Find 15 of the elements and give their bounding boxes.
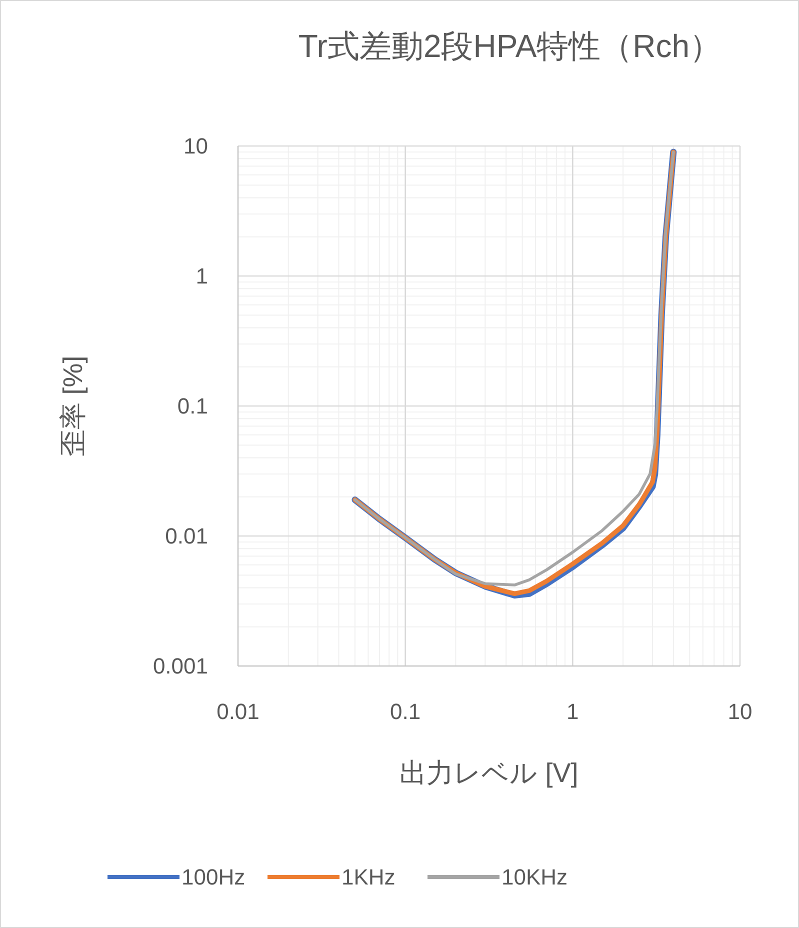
- y-tick-label: 0.01: [165, 524, 208, 549]
- x-tick-label: 10: [728, 699, 752, 724]
- y-tick-label: 0.001: [152, 654, 208, 679]
- x-tick-label: 0.01: [216, 699, 260, 724]
- y-axis-title: 歪率 [%]: [58, 356, 88, 456]
- y-tick-label: 10: [184, 134, 208, 159]
- legend-label: 1KHz: [342, 864, 396, 890]
- y-tick-label: 0.1: [177, 394, 208, 419]
- y-tick-label: 1: [196, 264, 208, 289]
- x-tick-label: 1: [566, 699, 579, 724]
- x-axis-title: 出力レベル [V]: [400, 758, 578, 788]
- legend-label: 10KHz: [502, 864, 568, 890]
- legend-label: 100Hz: [182, 864, 246, 890]
- chart-title: Tr式差動2段HPA特性（Rch）: [298, 28, 722, 64]
- x-tick-label: 0.1: [390, 699, 421, 724]
